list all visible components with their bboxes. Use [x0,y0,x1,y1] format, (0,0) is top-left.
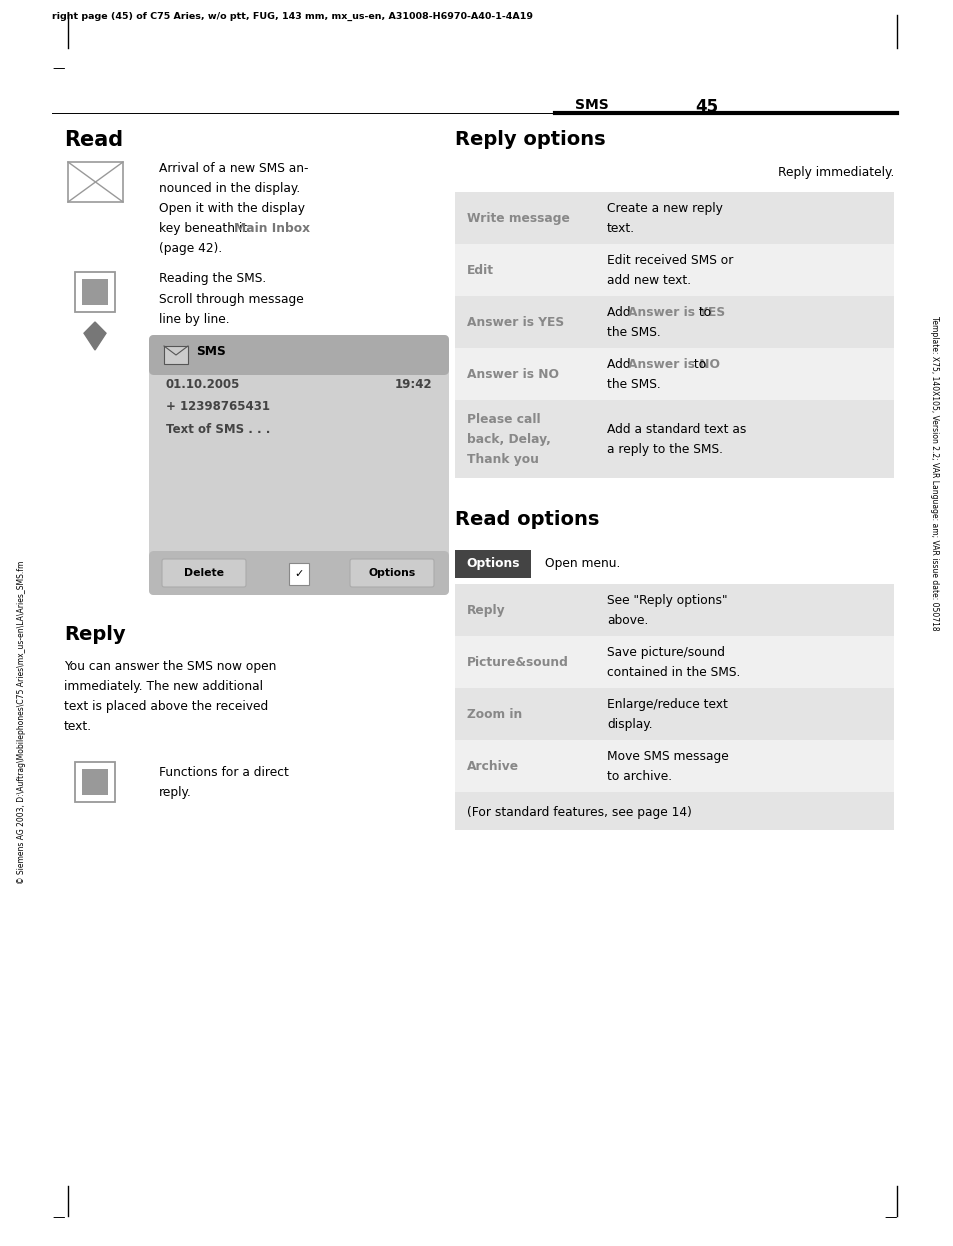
FancyBboxPatch shape [149,551,449,596]
FancyBboxPatch shape [350,559,434,587]
Bar [455,635,893,688]
Text: Zoom in: Zoom in [467,708,521,721]
Text: Write message: Write message [467,212,569,226]
Text: Answer is NO: Answer is NO [467,368,558,381]
Text: to: to [689,358,706,371]
Bar [68,162,123,202]
Text: above.: above. [606,614,648,627]
Text: display.: display. [606,718,652,731]
Text: text is placed above the received: text is placed above the received [64,700,268,713]
Bar [455,549,531,578]
Text: to archive.: to archive. [606,770,672,782]
Text: Read options: Read options [455,510,598,530]
Text: © Siemens AG 2003, D:\Auftrag\Mobilephones\C75 Aries\mx_us-en\LA\Aries_SMS.fm: © Siemens AG 2003, D:\Auftrag\Mobilephon… [17,561,27,885]
Bar [82,769,108,795]
Bar [455,244,893,297]
Text: Save picture/sound: Save picture/sound [606,645,724,659]
Text: text.: text. [606,222,635,235]
Text: Delete: Delete [184,568,224,578]
Text: immediately. The new additional: immediately. The new additional [64,680,263,693]
Text: Read: Read [64,130,123,150]
Text: SMS: SMS [575,98,608,112]
Text: nounced in the display.: nounced in the display. [159,182,300,196]
Text: Edit received SMS or: Edit received SMS or [606,254,733,267]
Text: (page 42).: (page 42). [159,242,222,255]
Text: Options: Options [368,568,416,578]
Bar [75,763,115,802]
Bar [455,400,893,478]
Bar [455,584,893,635]
Text: Open it with the display: Open it with the display [159,202,305,216]
Bar [455,792,893,830]
Text: (For standard features, see page 14): (For standard features, see page 14) [467,806,691,820]
Text: the SMS.: the SMS. [606,378,660,391]
Text: Enlarge/reduce text: Enlarge/reduce text [606,698,727,711]
Text: key beneath it: key beneath it [159,222,251,235]
Text: Add: Add [606,307,634,319]
Text: SMS: SMS [195,345,226,358]
Text: Main Inbox: Main Inbox [233,222,310,235]
Text: Options: Options [466,557,519,571]
Text: the SMS.: the SMS. [606,326,660,339]
Bar [455,192,893,244]
Text: 45: 45 [695,98,718,116]
Text: Archive: Archive [467,760,518,773]
Bar [75,272,115,312]
Text: —: — [883,1211,896,1224]
Text: ✓: ✓ [294,569,303,579]
Text: Thank you: Thank you [467,454,538,466]
Bar [455,688,893,740]
Text: Reading the SMS.: Reading the SMS. [159,272,266,285]
Text: text.: text. [64,720,92,733]
Text: Add a standard text as: Add a standard text as [606,422,745,436]
Text: 01.10.2005: 01.10.2005 [166,378,240,391]
Polygon shape [84,321,106,350]
Text: + 12398765431: + 12398765431 [166,400,270,414]
Text: Answer is NO: Answer is NO [627,358,720,371]
Text: —: — [52,1211,65,1224]
Text: You can answer the SMS now open: You can answer the SMS now open [64,660,276,673]
Text: a reply to the SMS.: a reply to the SMS. [606,444,722,456]
Text: Reply: Reply [467,604,505,617]
Text: to: to [695,307,711,319]
Bar [164,346,188,364]
Text: Open menu.: Open menu. [544,557,619,571]
Text: Move SMS message: Move SMS message [606,750,728,763]
FancyBboxPatch shape [149,335,449,596]
Text: Picture&sound: Picture&sound [467,655,568,669]
Text: Template: X75, 140X105, Version 2.2; VAR Language: am; VAR issue date: 050718: Template: X75, 140X105, Version 2.2; VAR… [928,316,938,630]
Text: Text of SMS . . .: Text of SMS . . . [166,422,270,436]
Text: back, Delay,: back, Delay, [467,434,550,446]
Text: Add: Add [606,358,634,371]
Text: Arrival of a new SMS an-: Arrival of a new SMS an- [159,162,308,174]
Bar [455,740,893,792]
FancyBboxPatch shape [162,559,246,587]
Text: contained in the SMS.: contained in the SMS. [606,667,740,679]
Bar [82,279,108,305]
Text: 19:42: 19:42 [394,378,432,391]
Text: Edit: Edit [467,264,494,277]
Text: add new text.: add new text. [606,274,690,287]
Text: Reply immediately.: Reply immediately. [777,166,893,179]
Text: Reply: Reply [64,625,126,644]
Text: right page (45) of C75 Aries, w/o ptt, FUG, 143 mm, mx_us-en, A31008-H6970-A40-1: right page (45) of C75 Aries, w/o ptt, F… [52,12,533,21]
Text: Answer is YES: Answer is YES [467,316,563,329]
Bar [289,563,309,586]
Text: Please call: Please call [467,412,540,426]
Bar [455,348,893,400]
Text: Create a new reply: Create a new reply [606,202,722,216]
Text: line by line.: line by line. [159,313,230,326]
Bar [455,297,893,348]
Text: reply.: reply. [159,786,192,799]
Text: Scroll through message: Scroll through message [159,293,303,307]
FancyBboxPatch shape [149,335,449,375]
Text: Reply options: Reply options [455,130,605,150]
Text: —: — [52,62,65,75]
Text: Answer is YES: Answer is YES [627,307,724,319]
Text: Functions for a direct: Functions for a direct [159,766,289,779]
Text: See "Reply options": See "Reply options" [606,594,727,607]
